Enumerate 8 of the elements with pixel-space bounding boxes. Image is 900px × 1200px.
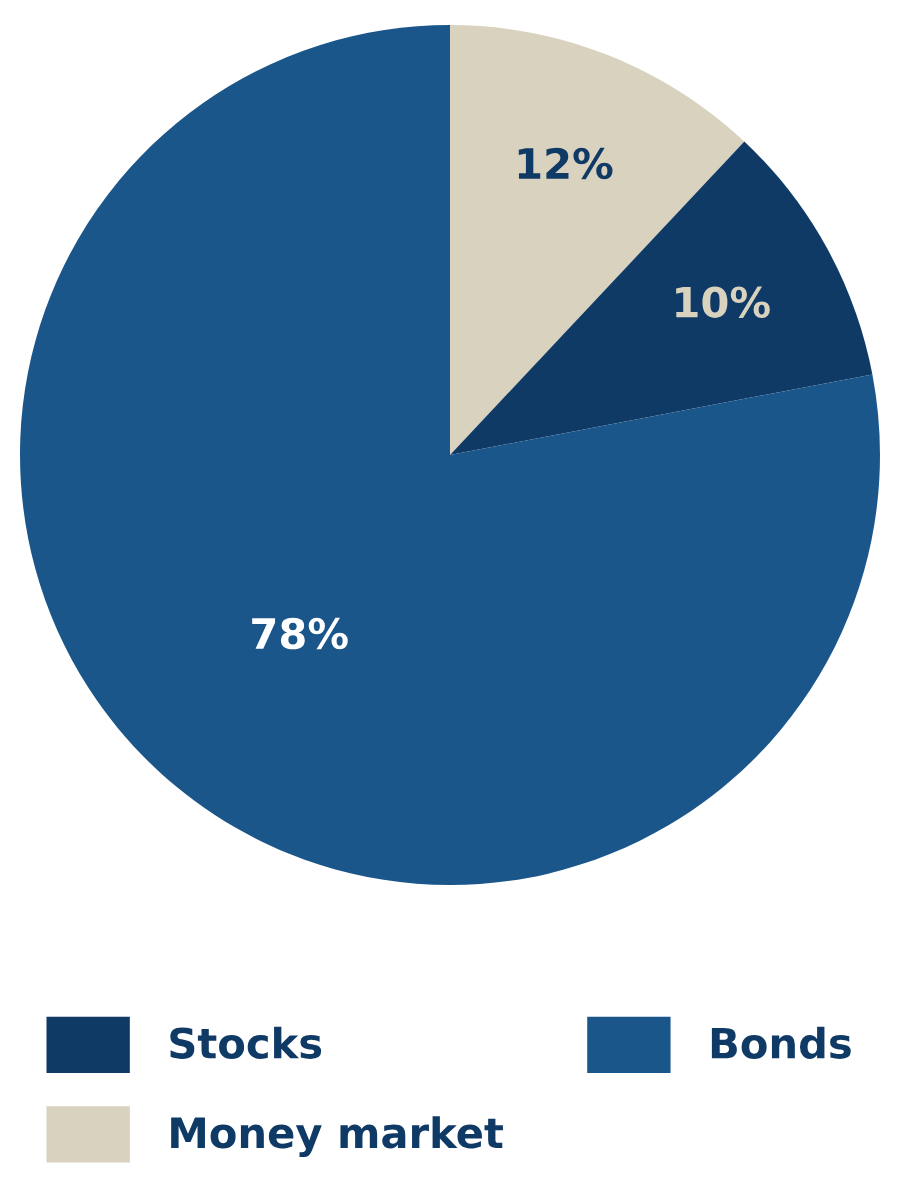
legend-label: Bonds bbox=[711, 1026, 851, 1059]
data-label: 12% bbox=[518, 147, 613, 180]
legend-label: Stocks bbox=[170, 1026, 322, 1059]
legend-label: Money market bbox=[171, 1116, 503, 1157]
data-label: 10% bbox=[676, 286, 770, 318]
pie-slice bbox=[450, 141, 873, 455]
pie-slice bbox=[20, 25, 880, 885]
data-label: 78% bbox=[252, 617, 348, 650]
